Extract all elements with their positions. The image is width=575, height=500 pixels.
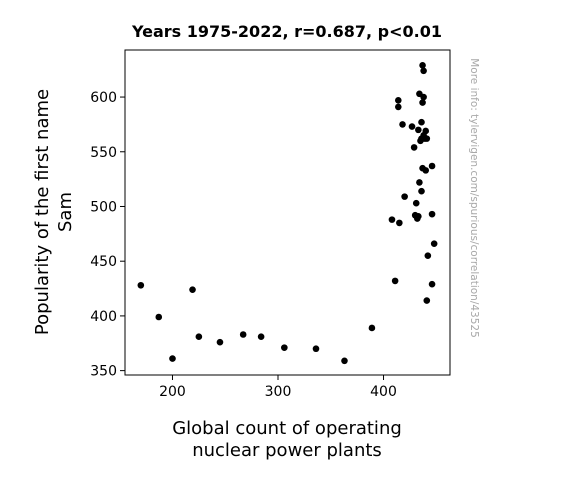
data-points: [137, 62, 438, 365]
data-point-4: [195, 333, 203, 341]
data-point-30: [418, 118, 425, 126]
data-point-22: [412, 199, 420, 207]
data-point-9: [312, 345, 320, 353]
data-point-2: [169, 355, 176, 362]
y-tick-label-600: 600: [90, 90, 117, 106]
y-tick-label-450: 450: [90, 254, 117, 270]
data-point-6: [239, 331, 247, 338]
data-point-19: [408, 123, 416, 130]
chart-title: Years 1975-2022, r=0.687, p<0.01: [131, 22, 442, 41]
x-tick-label-200: 200: [159, 384, 186, 400]
data-point-0: [137, 281, 145, 289]
data-point-27: [416, 179, 423, 186]
data-point-14: [396, 219, 403, 227]
data-point-31: [419, 99, 426, 106]
source-note: More info: tylervigen.com/spurious/corre…: [468, 58, 480, 338]
data-point-7: [257, 333, 265, 341]
data-point-18: [401, 193, 408, 200]
y-tick-label-550: 550: [90, 145, 117, 161]
data-point-45: [428, 280, 436, 288]
data-point-20: [410, 144, 418, 151]
data-point-3: [189, 286, 196, 293]
x-tick-label-300: 300: [265, 384, 292, 400]
data-point-47: [418, 135, 425, 142]
y-tick-label-350: 350: [90, 364, 117, 380]
data-point-25: [415, 126, 422, 134]
data-point-13: [391, 277, 399, 285]
data-point-5: [216, 338, 224, 346]
data-point-33: [419, 62, 426, 69]
data-point-44: [428, 162, 436, 170]
data-point-11: [368, 324, 376, 332]
data-point-41: [423, 297, 431, 304]
data-point-46: [430, 240, 438, 247]
data-point-40: [423, 135, 431, 142]
axes: 200 300 400 350 400 450 500 550 600: [90, 49, 451, 400]
x-tick-label-400: 400: [370, 384, 397, 400]
y-tick-label-400: 400: [90, 309, 117, 325]
data-point-17: [399, 121, 406, 128]
data-point-16: [394, 103, 402, 111]
data-point-15: [394, 97, 402, 104]
data-point-10: [341, 357, 348, 365]
data-point-1: [155, 313, 163, 321]
x-axis-label-line-1: Global count of operating: [172, 418, 402, 439]
y-axis-label-line-2: Sam: [55, 192, 76, 232]
data-point-42: [424, 252, 432, 260]
y-tick-label-500: 500: [90, 199, 117, 215]
data-point-34: [420, 93, 427, 101]
x-axis-label-line-2: nuclear power plants: [192, 440, 382, 461]
data-point-35: [420, 67, 427, 75]
data-point-29: [418, 187, 425, 195]
y-axis-label-line-1: Popularity of the first name: [32, 89, 53, 335]
plot-frame: [124, 49, 451, 376]
data-point-8: [281, 344, 288, 351]
data-point-39: [422, 167, 430, 174]
data-point-38: [422, 127, 430, 135]
data-point-12: [388, 216, 396, 223]
data-point-24: [415, 213, 422, 220]
data-point-43: [428, 210, 436, 218]
